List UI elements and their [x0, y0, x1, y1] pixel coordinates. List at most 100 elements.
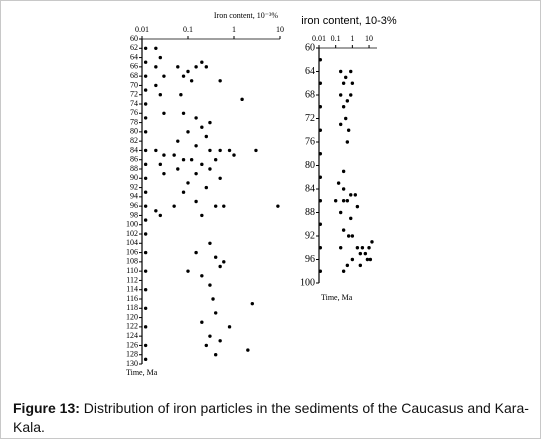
point [355, 204, 360, 209]
point [158, 162, 163, 167]
point [349, 216, 353, 221]
y-tick-label: 80 [305, 160, 315, 171]
point [204, 134, 209, 139]
point [341, 199, 346, 203]
y-tick-label: 122 [126, 322, 138, 331]
point [172, 204, 176, 208]
point [194, 116, 198, 120]
point [360, 246, 365, 250]
point [346, 234, 351, 238]
y-tick-label: 98 [130, 210, 138, 219]
point [368, 257, 373, 262]
y-tick-label: 104 [126, 238, 138, 247]
y-tick-label: 114 [126, 285, 138, 294]
point [318, 199, 323, 203]
y-tick-label: 62 [130, 43, 138, 52]
point [232, 153, 236, 157]
y-tick-label: 102 [126, 229, 138, 238]
axis-title: iron content, 10-3% [301, 15, 397, 27]
point [143, 88, 148, 92]
y-tick-label: 92 [305, 230, 315, 241]
point [341, 228, 346, 232]
point [208, 167, 212, 171]
point [213, 255, 218, 259]
point [318, 81, 323, 85]
point [143, 357, 148, 362]
point [222, 260, 226, 264]
point [143, 162, 148, 167]
point [143, 190, 148, 194]
point [336, 181, 341, 185]
caption: Figure 13: Distribution of iron particle… [13, 399, 533, 437]
point [181, 111, 186, 115]
point [200, 125, 204, 129]
point [240, 97, 244, 102]
point [154, 148, 158, 153]
point [345, 263, 350, 268]
point [158, 55, 163, 60]
point [341, 269, 346, 273]
point [143, 218, 148, 222]
point [218, 79, 222, 83]
point [254, 148, 258, 153]
x-tick-label: 0.1 [331, 34, 341, 43]
point [143, 102, 148, 106]
point [154, 65, 158, 69]
point [318, 128, 323, 132]
point [211, 297, 215, 301]
y-tick-label: 92 [130, 182, 138, 191]
point [204, 65, 209, 69]
point [355, 246, 360, 250]
point [186, 269, 190, 273]
y-tick-label: 96 [305, 254, 315, 265]
charts: Iron content, 10⁻³%0.01 0.1 1 1060626466687… [126, 11, 397, 377]
y-axis-title: Time, Ma [126, 368, 158, 377]
point [143, 306, 148, 310]
point [143, 148, 148, 153]
point [358, 251, 363, 256]
point [162, 171, 166, 176]
point [176, 167, 180, 171]
point [345, 199, 350, 203]
y-tick-label: 106 [126, 247, 138, 256]
point [143, 46, 148, 50]
point [204, 185, 209, 190]
y-tick-label: 120 [126, 312, 138, 321]
y-tick-label: 64 [305, 66, 315, 77]
point [363, 251, 368, 256]
point [194, 250, 198, 255]
point [143, 204, 148, 208]
y-tick-label: 60 [130, 34, 138, 43]
point [189, 79, 194, 83]
point [345, 140, 350, 144]
y-tick-label: 66 [130, 62, 138, 71]
point [143, 288, 148, 292]
y-tick-label: 72 [305, 113, 315, 124]
point [200, 60, 204, 64]
point [353, 193, 357, 197]
y-tick-label: 118 [126, 303, 138, 312]
point [350, 81, 355, 85]
x-tick-label: 0.01 [135, 25, 149, 34]
y-tick-label: 72 [130, 90, 138, 99]
y-tick-label: 60 [305, 42, 315, 53]
point [339, 93, 343, 97]
y-tick-label: 68 [130, 71, 138, 80]
point [162, 74, 166, 78]
point [143, 60, 148, 64]
point [349, 69, 353, 74]
point [172, 153, 176, 157]
point [143, 74, 148, 78]
y-tick-label: 74 [130, 99, 138, 108]
point [341, 81, 346, 85]
point [204, 343, 209, 348]
y-tick-label: 78 [130, 117, 138, 126]
y-tick-label: 100 [126, 220, 138, 229]
point [194, 199, 198, 204]
point [186, 181, 190, 185]
x-tick-label: 0.01 [312, 34, 326, 43]
point [218, 264, 222, 269]
point [349, 193, 353, 197]
point [154, 209, 158, 213]
